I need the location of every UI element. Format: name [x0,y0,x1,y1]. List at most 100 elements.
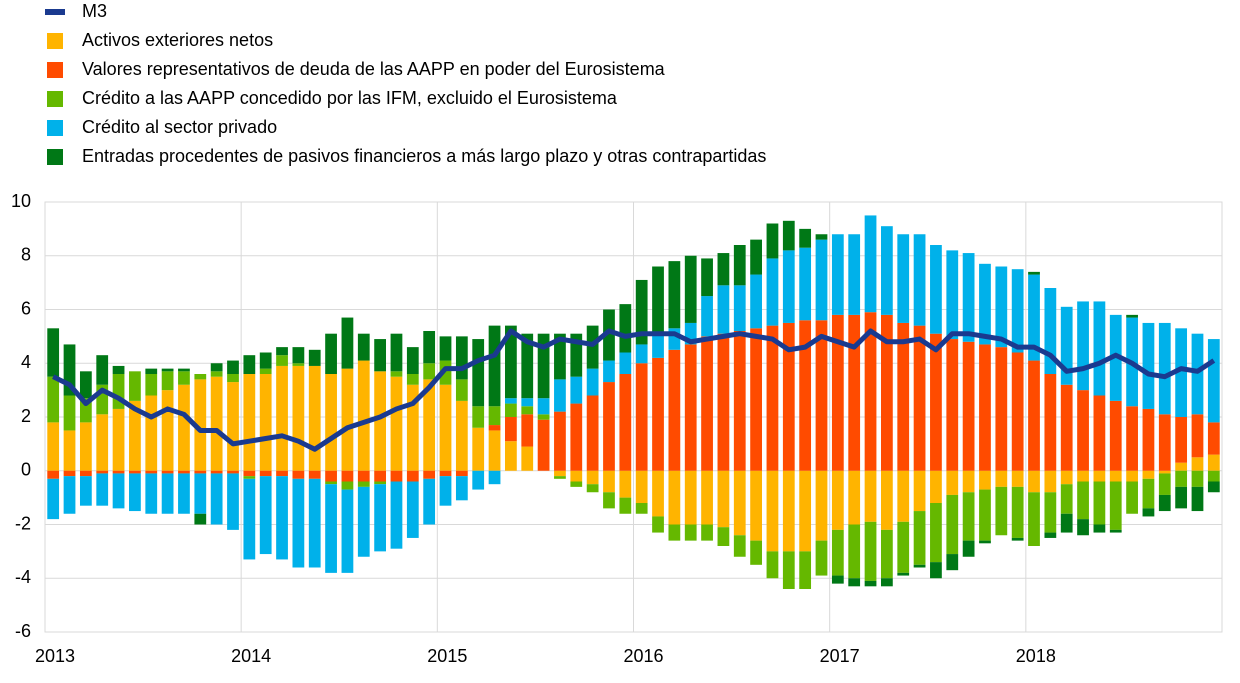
bar-segment [1158,470,1171,474]
bar-segment [1126,470,1138,482]
bar-segment [210,473,223,525]
bar-segment [1191,333,1204,415]
bar-segment [112,473,125,509]
bar-segment [227,470,239,474]
bar-segment [1109,529,1122,533]
bar-segment [243,476,256,479]
bar-segment [129,473,141,512]
bar-segment [897,322,910,471]
bar-segment [357,486,370,557]
bar-segment [308,470,321,479]
bar-segment [815,239,828,321]
bar-segment [799,247,812,321]
bar-segment [717,527,730,546]
bar-segment [750,470,762,541]
bar-segment [864,521,877,581]
legend-swatch [47,91,63,107]
bar-segment [63,395,76,431]
bar-segment [1109,470,1122,482]
bar-segment [505,325,517,399]
bar-segment [831,470,844,530]
bar-segment [1109,481,1122,530]
bar-segment [930,562,942,579]
bar-segment [505,441,517,471]
bar-segment [390,481,403,549]
bar-segment [946,250,959,340]
bar-segment [145,470,158,474]
bar-segment [79,476,92,506]
bar-segment [178,473,190,514]
bar-segment [276,355,288,366]
legend-swatch [45,9,65,15]
bar-segment [47,470,60,479]
bar-segment [570,376,583,404]
legend-label: Crédito a las AAPP concedido por las IFM… [82,88,618,108]
bar-segment [619,304,632,353]
bar-segment [1175,462,1188,471]
legend-label: M3 [82,1,107,21]
bar-segment [341,317,354,369]
bar-segment [1011,537,1024,541]
bar-segment [341,489,354,573]
bar-segment [439,336,452,361]
bar-segment [1175,328,1188,417]
legend-label: Valores representativos de deuda de las … [82,59,666,79]
bar-segment [603,492,615,509]
bar-segment [701,258,713,297]
bar-segment [995,470,1008,487]
bar-segment [848,578,861,587]
bar-segment [161,368,174,372]
bar-segment [586,395,599,471]
bar-segment [815,320,828,471]
bar-segment [357,470,370,482]
bar-segment [47,328,60,377]
bar-segment [227,382,239,471]
bar-segment [1011,352,1024,471]
bar-segment [1028,274,1040,361]
bar-segment [472,406,485,428]
bar-segment [930,503,942,563]
bar-segment [619,497,632,514]
bar-segment [864,312,877,471]
bar-segment [423,363,436,380]
bar-segment [799,320,812,471]
bar-segment [161,470,174,474]
bar-segment [586,325,599,369]
bar-segment [194,379,207,471]
bar-segment [635,344,648,364]
bar-segment [243,355,256,374]
bar-segment [325,374,337,471]
bar-segment [554,470,566,477]
bar-segment [880,314,893,471]
bar-segment [684,344,697,471]
bar-segment [913,470,926,512]
bar-segment [962,253,975,342]
bar-segment [145,368,158,374]
bar-segment [1093,524,1106,533]
bar-segment [1158,473,1171,495]
bar-segment [995,266,1008,348]
bar-segment [194,473,207,514]
bar-segment [276,365,288,471]
bar-segment [374,371,387,471]
bar-segment [962,341,975,471]
legend-label: Entradas procedentes de pasivos financie… [82,146,766,166]
bar-segment [603,309,615,361]
bar-segment [946,470,959,495]
bar-segment [979,540,991,544]
bar-segment [178,371,190,385]
bar-segment [423,331,436,364]
bar-segment [1077,301,1089,391]
bar-segment [864,580,877,587]
bar-segment [63,470,76,477]
x-tick-label: 2013 [35,646,75,666]
bar-segment [292,470,305,479]
bar-segment [570,481,583,487]
bar-segment [79,371,92,399]
bar-segment [423,478,436,525]
bar-segment [733,470,746,536]
bar-segment [259,374,272,471]
bar-segment [210,470,223,474]
bar-segment [308,478,321,568]
bar-segment [962,540,975,557]
